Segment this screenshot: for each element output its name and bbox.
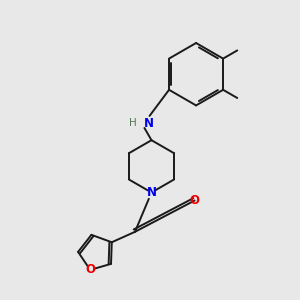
Text: N: N — [146, 186, 157, 199]
Text: O: O — [190, 194, 200, 207]
Text: H: H — [129, 118, 136, 128]
Text: O: O — [85, 263, 95, 276]
Text: N: N — [144, 117, 154, 130]
